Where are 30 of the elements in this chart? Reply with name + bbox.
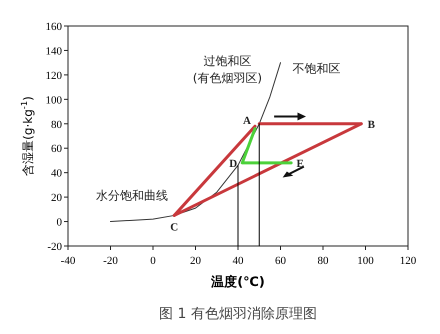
- y-tick-label: 0: [56, 216, 62, 229]
- annotation: 不饱和区: [292, 61, 341, 76]
- y-tick-label: 60: [51, 143, 62, 156]
- y-tick-label: 100: [46, 94, 62, 106]
- x-tick-label: 40: [232, 255, 244, 267]
- annotation: 水分饱和曲线: [96, 188, 168, 203]
- annotation: A: [243, 115, 252, 128]
- annotation: (有色烟羽区): [192, 71, 262, 86]
- annotation: B: [368, 118, 376, 131]
- y-tick-label: -20: [47, 241, 62, 253]
- text: 图 1 有色烟羽消除原理图: [159, 306, 317, 322]
- y-tick-label: 160: [46, 21, 62, 33]
- x-tick-label: -40: [60, 255, 76, 267]
- x-tick-label: 60: [275, 255, 286, 267]
- y-tick-label: 140: [46, 45, 62, 58]
- x-tick-label: 80: [318, 255, 329, 267]
- y-tick-label: 20: [51, 192, 62, 204]
- annotation: 过饱和区: [203, 54, 252, 68]
- x-axis-title: 温度(℃): [210, 274, 265, 290]
- annotation: D: [229, 158, 238, 170]
- x-tick-label: 20: [190, 255, 202, 267]
- y-tick-label: 40: [51, 168, 62, 180]
- x-tick-label: 100: [357, 255, 374, 267]
- x-tick-label: -20: [103, 255, 118, 267]
- annotation: C: [170, 221, 178, 234]
- y-tick-label: 80: [51, 118, 62, 131]
- annotation: E: [296, 158, 304, 170]
- x-tick-label: 0: [150, 255, 156, 267]
- y-tick-label: 120: [46, 70, 62, 82]
- x-tick-label: 120: [400, 255, 417, 267]
